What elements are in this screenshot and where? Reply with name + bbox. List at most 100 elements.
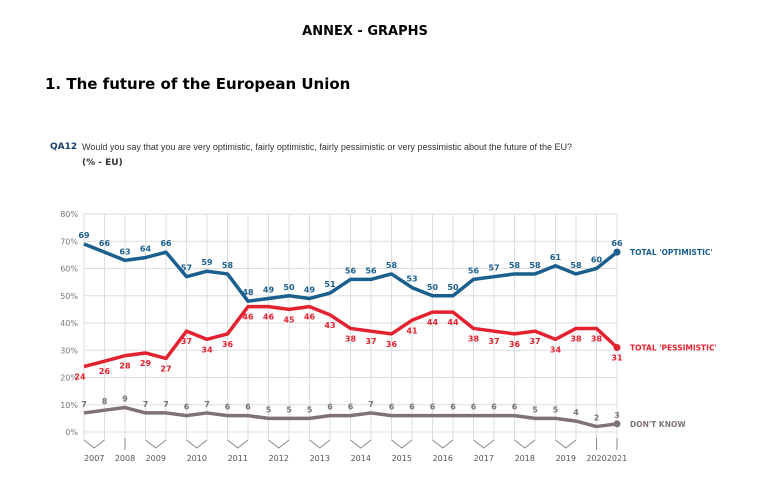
data-label: 6 bbox=[327, 403, 333, 412]
data-label: 51 bbox=[324, 280, 336, 289]
legend-label: DON'T KNOW bbox=[630, 420, 686, 429]
data-label: 45 bbox=[283, 315, 295, 324]
x-tick-label: 2018 bbox=[515, 454, 535, 463]
year-bracket bbox=[555, 439, 577, 449]
data-label: 44 bbox=[447, 318, 459, 327]
data-label: 5 bbox=[553, 405, 559, 414]
data-label: 36 bbox=[222, 340, 234, 349]
data-label: 8 bbox=[102, 397, 108, 406]
data-label: 53 bbox=[406, 275, 417, 284]
data-label: 37 bbox=[488, 337, 499, 346]
data-label: 6 bbox=[450, 403, 456, 412]
y-tick-label: 80% bbox=[60, 210, 78, 219]
series-line-0 bbox=[83, 242, 619, 303]
data-label: 48 bbox=[242, 288, 254, 297]
data-label: 43 bbox=[324, 321, 335, 330]
year-bracket bbox=[350, 439, 372, 449]
data-label: 6 bbox=[348, 403, 354, 412]
data-label: 6 bbox=[245, 403, 251, 412]
legend-label: TOTAL 'OPTIMISTIC' bbox=[630, 248, 713, 257]
data-label: 34 bbox=[550, 345, 562, 354]
data-label: 36 bbox=[509, 340, 521, 349]
data-label: 46 bbox=[263, 313, 275, 322]
data-label: 56 bbox=[345, 266, 357, 275]
data-label: 5 bbox=[286, 405, 292, 414]
data-label: 61 bbox=[550, 253, 562, 262]
data-label: 7 bbox=[163, 400, 169, 409]
data-label: 66 bbox=[99, 239, 111, 248]
legend-label: TOTAL 'PESSIMISTIC' bbox=[630, 344, 717, 353]
data-label: 57 bbox=[181, 264, 192, 273]
data-label: 37 bbox=[365, 337, 376, 346]
data-label: 6 bbox=[512, 403, 518, 412]
data-label: 58 bbox=[509, 261, 521, 270]
year-bracket bbox=[227, 439, 249, 449]
data-label: 28 bbox=[119, 362, 131, 371]
question-code: QA12 bbox=[50, 142, 78, 152]
data-label: 38 bbox=[591, 334, 603, 343]
year-bracket bbox=[145, 439, 167, 449]
data-label: 38 bbox=[345, 334, 357, 343]
data-label: 5 bbox=[307, 405, 313, 414]
data-label: 38 bbox=[468, 334, 480, 343]
data-label: 58 bbox=[386, 261, 398, 270]
data-label: 6 bbox=[430, 403, 436, 412]
data-label: 46 bbox=[242, 313, 254, 322]
data-label: 58 bbox=[222, 261, 234, 270]
x-tick-label: 2020 bbox=[586, 454, 606, 463]
data-label: 6 bbox=[409, 403, 415, 412]
data-label: 6 bbox=[225, 403, 231, 412]
series-end-marker bbox=[613, 344, 621, 352]
year-bracket bbox=[514, 439, 536, 449]
x-tick-label: 2012 bbox=[269, 454, 289, 463]
y-tick-label: 40% bbox=[60, 319, 78, 328]
x-tick-label: 2011 bbox=[228, 454, 248, 463]
data-label: 37 bbox=[529, 337, 540, 346]
year-bracket bbox=[83, 439, 105, 449]
year-bracket bbox=[432, 439, 454, 449]
data-label: 4 bbox=[573, 408, 579, 417]
annex-title: ANNEX - GRAPHS bbox=[302, 24, 428, 39]
data-label: 69 bbox=[78, 231, 90, 240]
x-tick-label: 2019 bbox=[556, 454, 576, 463]
data-label: 56 bbox=[468, 266, 480, 275]
year-bracket bbox=[309, 439, 331, 449]
data-label: 49 bbox=[304, 285, 316, 294]
y-tick-label: 50% bbox=[60, 292, 78, 301]
data-label: 2 bbox=[594, 414, 600, 423]
year-bracket bbox=[391, 439, 413, 449]
x-tick-label: 2008 bbox=[115, 454, 135, 463]
data-label: 60 bbox=[591, 256, 603, 265]
data-label: 7 bbox=[143, 400, 149, 409]
data-label: 56 bbox=[365, 266, 377, 275]
section-title: 1. The future of the European Union bbox=[45, 75, 351, 93]
series-line-1 bbox=[83, 304, 619, 369]
x-tick-label: 2016 bbox=[433, 454, 453, 463]
year-bracket bbox=[186, 439, 208, 449]
data-label: 58 bbox=[529, 261, 541, 270]
year-bracket bbox=[473, 439, 495, 449]
series-end-marker bbox=[613, 248, 621, 256]
data-label: 7 bbox=[81, 400, 87, 409]
series-end-marker bbox=[613, 420, 621, 428]
data-label: 5 bbox=[532, 405, 538, 414]
data-label: 38 bbox=[570, 334, 582, 343]
x-tick-label: 2009 bbox=[146, 454, 166, 463]
data-label: 6 bbox=[471, 403, 477, 412]
data-label: 24 bbox=[74, 373, 86, 382]
data-label: 66 bbox=[160, 239, 172, 248]
x-tick-label: 2014 bbox=[351, 454, 371, 463]
data-label: 58 bbox=[570, 261, 582, 270]
y-tick-label: 70% bbox=[60, 237, 78, 246]
data-label: 57 bbox=[488, 264, 499, 273]
data-label: 64 bbox=[140, 245, 152, 254]
x-tick-label: 2015 bbox=[392, 454, 412, 463]
data-label: 59 bbox=[201, 258, 213, 267]
data-label: 37 bbox=[181, 337, 192, 346]
y-tick-label: 0% bbox=[65, 428, 78, 437]
data-label: 34 bbox=[201, 345, 213, 354]
data-label: 46 bbox=[304, 313, 316, 322]
data-label: 27 bbox=[160, 364, 171, 373]
data-label: 6 bbox=[184, 403, 190, 412]
